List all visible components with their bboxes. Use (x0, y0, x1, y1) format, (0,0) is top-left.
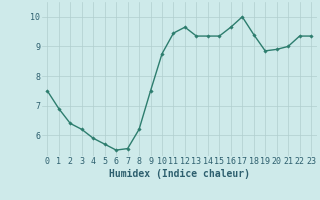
X-axis label: Humidex (Indice chaleur): Humidex (Indice chaleur) (109, 169, 250, 179)
